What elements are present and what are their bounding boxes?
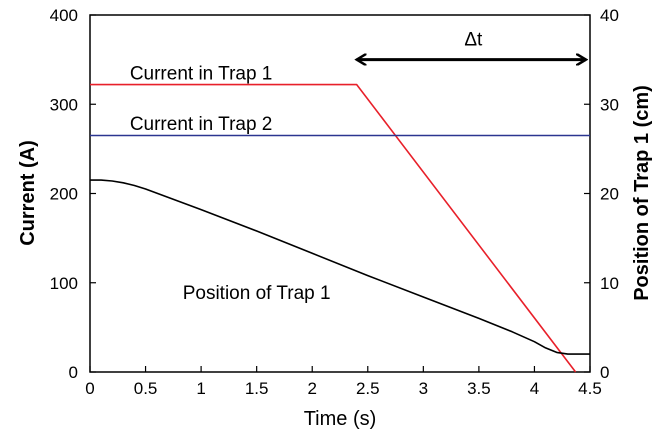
y-tick-label-3: 300: [50, 95, 78, 114]
y-tick-label-2: 200: [50, 185, 78, 204]
tick-labels: 0 0.5 1 1.5 2 2.5 3 3.5 4 4.501002003004000102030…: [50, 6, 619, 398]
y-tick-label-1: 100: [50, 274, 78, 293]
y2-tick-label-2: 20: [600, 185, 619, 204]
series-line-current-in-trap-1: [90, 83, 577, 373]
x-tick-label-3: 1.5: [245, 379, 269, 398]
x-tick-label-7: 3.5: [467, 379, 491, 398]
y2-tick-label-1: 10: [600, 274, 619, 293]
x-tick-label-2: 1: [196, 379, 205, 398]
y2-tick-label-3: 30: [600, 95, 619, 114]
y2-tick-label-0: 0: [600, 363, 609, 382]
annotation-position-of-trap-1: Position of Trap 1: [183, 283, 331, 304]
series-line-position-of-trap-1: [90, 179, 590, 355]
x-tick-label-1: 0.5: [134, 379, 158, 398]
y-tick-label-0: 0: [69, 363, 78, 382]
x-axis-title: Time (s): [304, 408, 377, 430]
y2-axis-title: Position of Trap 1 (cm): [631, 85, 653, 301]
annotation-current-in-trap-1: Current in Trap 1: [130, 63, 273, 84]
ticks: [89, 14, 591, 373]
x-tick-label-9: 4.5: [578, 379, 602, 398]
y-axis-title: Current (A): [17, 140, 39, 246]
x-tick-label-5: 2.5: [356, 379, 380, 398]
delta-t-label: Δt: [464, 30, 483, 51]
x-tick-label-0: 0: [85, 379, 94, 398]
x-tick-label-4: 2: [307, 379, 316, 398]
series-lines: [90, 83, 590, 373]
y-tick-label-4: 400: [50, 6, 78, 25]
y2-tick-label-4: 40: [600, 6, 619, 25]
annotation-current-in-trap-2: Current in Trap 2: [130, 114, 273, 135]
x-tick-label-6: 3: [419, 379, 428, 398]
annotations: Current in Trap 1 Current in Trap 2 Positi…: [130, 30, 586, 304]
x-tick-label-8: 4: [530, 379, 539, 398]
